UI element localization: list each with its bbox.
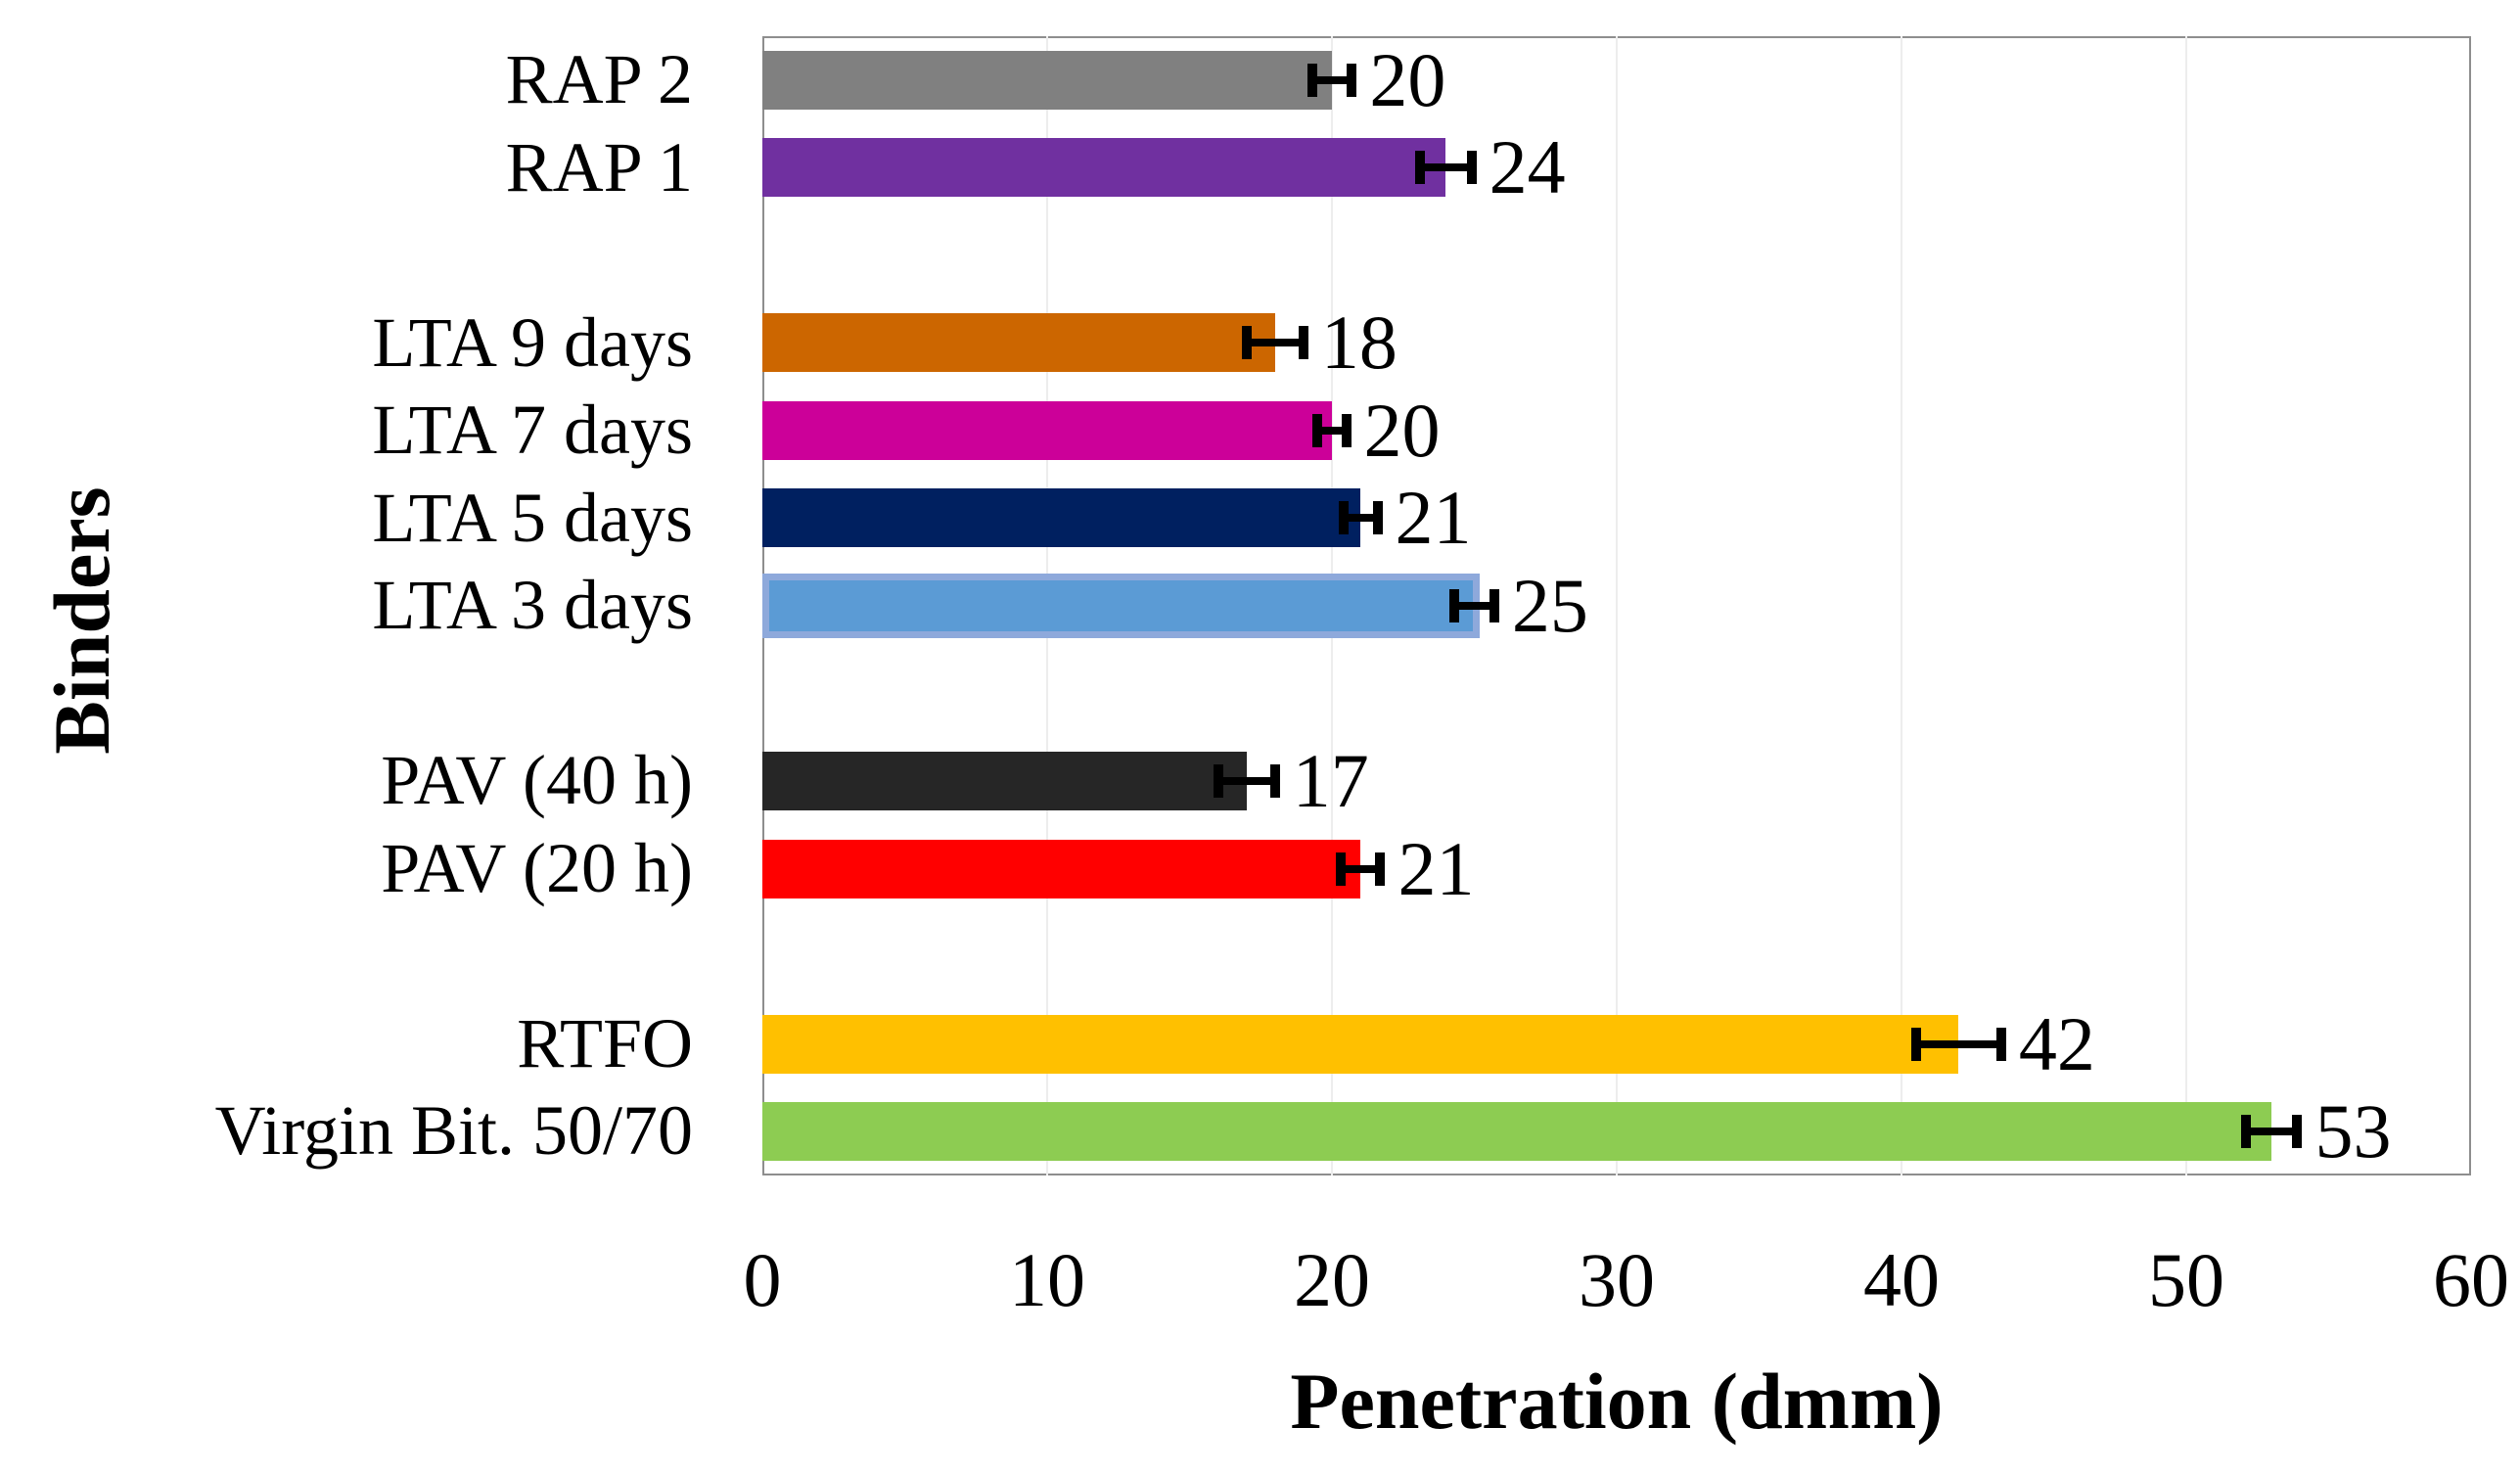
error-bar-cap-right: [1489, 589, 1499, 622]
error-bar-cap-right: [1375, 852, 1386, 886]
category-label: LTA 9 days: [372, 302, 693, 382]
plot-area: 20 24 18 20 21 25 17 21 42 53: [762, 36, 2471, 1175]
error-bar-cap-left: [2241, 1115, 2252, 1149]
bar-rap-1: [762, 138, 1446, 198]
category-label: LTA 3 days: [372, 566, 693, 645]
category-label: LTA 7 days: [372, 391, 693, 470]
value-label: 53: [2314, 1088, 2392, 1175]
x-tick-label: 0: [743, 1237, 782, 1322]
category-label: Virgin Bit. 50/70: [214, 1091, 693, 1171]
x-axis-title: Penetration (dmm): [1290, 1357, 1944, 1446]
error-bar: [1311, 75, 1352, 84]
bar-pav-40-h-: [762, 752, 1247, 811]
bar-lta-9-days: [762, 313, 1275, 373]
error-bar: [1340, 864, 1381, 873]
error-bar-cap-left: [1312, 413, 1323, 447]
error-bar: [2246, 1128, 2298, 1136]
value-label: 42: [2018, 1000, 2095, 1086]
error-bar: [1420, 163, 1472, 172]
bar-lta-7-days: [762, 400, 1332, 460]
value-label: 21: [1397, 825, 1475, 911]
category-label: RTFO: [517, 1003, 693, 1082]
error-bar-cap-left: [1910, 1027, 1921, 1061]
x-tick-label: 40: [1863, 1237, 1940, 1322]
value-label: 25: [1511, 563, 1588, 648]
error-bar-cap-left: [1335, 852, 1346, 886]
bar-rtfo: [762, 1014, 1959, 1074]
error-bar-cap-right: [2292, 1115, 2303, 1149]
category-label: PAV (40 h): [381, 741, 693, 820]
bar-pav-20-h-: [762, 839, 1361, 898]
category-label: RAP 1: [505, 127, 693, 207]
value-label: 21: [1395, 475, 1472, 561]
error-bar-cap-left: [1306, 63, 1317, 97]
x-tick-label: 50: [2148, 1237, 2224, 1322]
gridline: [2185, 36, 2187, 1175]
error-bar: [1454, 602, 1494, 610]
error-bar: [1915, 1039, 2001, 1048]
error-bar: [1246, 339, 1304, 347]
error-bar-cap-left: [1338, 501, 1349, 535]
error-bar-cap-right: [1372, 501, 1383, 535]
gridline: [1901, 36, 1902, 1175]
x-tick-label: 20: [1294, 1237, 1370, 1322]
error-bar: [1217, 777, 1275, 786]
error-bar-cap-right: [1298, 326, 1308, 360]
error-bar-cap-right: [1466, 151, 1477, 185]
value-label: 17: [1292, 738, 1369, 824]
error-bar-cap-left: [1213, 764, 1223, 799]
error-bar: [1317, 426, 1347, 435]
error-bar-cap-left: [1241, 326, 1252, 360]
error-bar-cap-right: [1995, 1027, 2006, 1061]
gridline: [1616, 36, 1618, 1175]
x-tick-label: 30: [1579, 1237, 1655, 1322]
bar-virgin-bit-50-70: [762, 1102, 2272, 1162]
category-label: LTA 5 days: [372, 478, 693, 557]
error-bar-cap-right: [1341, 413, 1352, 447]
category-label: RAP 2: [505, 40, 693, 118]
bar-lta-3-days: [762, 574, 1480, 638]
bar-rap-2: [762, 50, 1332, 110]
error-bar-cap-left: [1415, 151, 1426, 185]
x-tick-label: 10: [1009, 1237, 1085, 1322]
value-label: 20: [1369, 36, 1446, 122]
error-bar-cap-left: [1449, 589, 1460, 622]
value-label: 20: [1363, 387, 1441, 473]
value-label: 24: [1489, 124, 1566, 210]
error-bar-cap-right: [1347, 63, 1357, 97]
x-tick-label: 60: [2433, 1237, 2509, 1322]
category-label: PAV (20 h): [381, 828, 693, 907]
y-axis-title: Binders: [37, 486, 126, 755]
error-bar-cap-right: [1269, 764, 1280, 799]
bar-lta-5-days: [762, 488, 1361, 548]
value-label: 18: [1320, 299, 1397, 386]
error-bar: [1343, 514, 1378, 523]
